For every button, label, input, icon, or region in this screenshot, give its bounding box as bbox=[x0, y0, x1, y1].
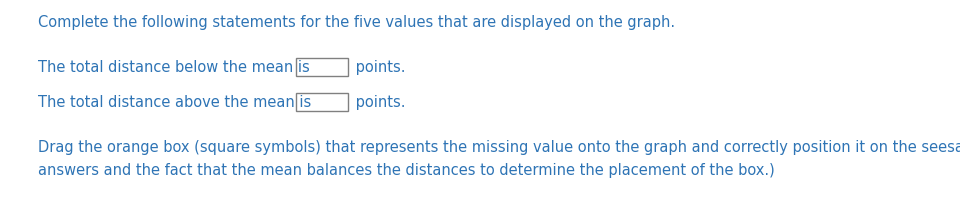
Text: The total distance below the mean is: The total distance below the mean is bbox=[38, 60, 314, 75]
Bar bbox=[296, 93, 348, 111]
Text: Complete the following statements for the five values that are displayed on the : Complete the following statements for th… bbox=[38, 15, 675, 30]
Text: The total distance above the mean is: The total distance above the mean is bbox=[38, 95, 316, 110]
Text: answers and the fact that the mean balances the distances to determine the place: answers and the fact that the mean balan… bbox=[38, 163, 775, 178]
Text: points.: points. bbox=[351, 95, 405, 110]
Bar bbox=[296, 58, 348, 76]
Text: points.: points. bbox=[351, 60, 405, 75]
Text: Drag the orange box (square symbols) that represents the missing value onto the : Drag the orange box (square symbols) tha… bbox=[38, 140, 960, 155]
